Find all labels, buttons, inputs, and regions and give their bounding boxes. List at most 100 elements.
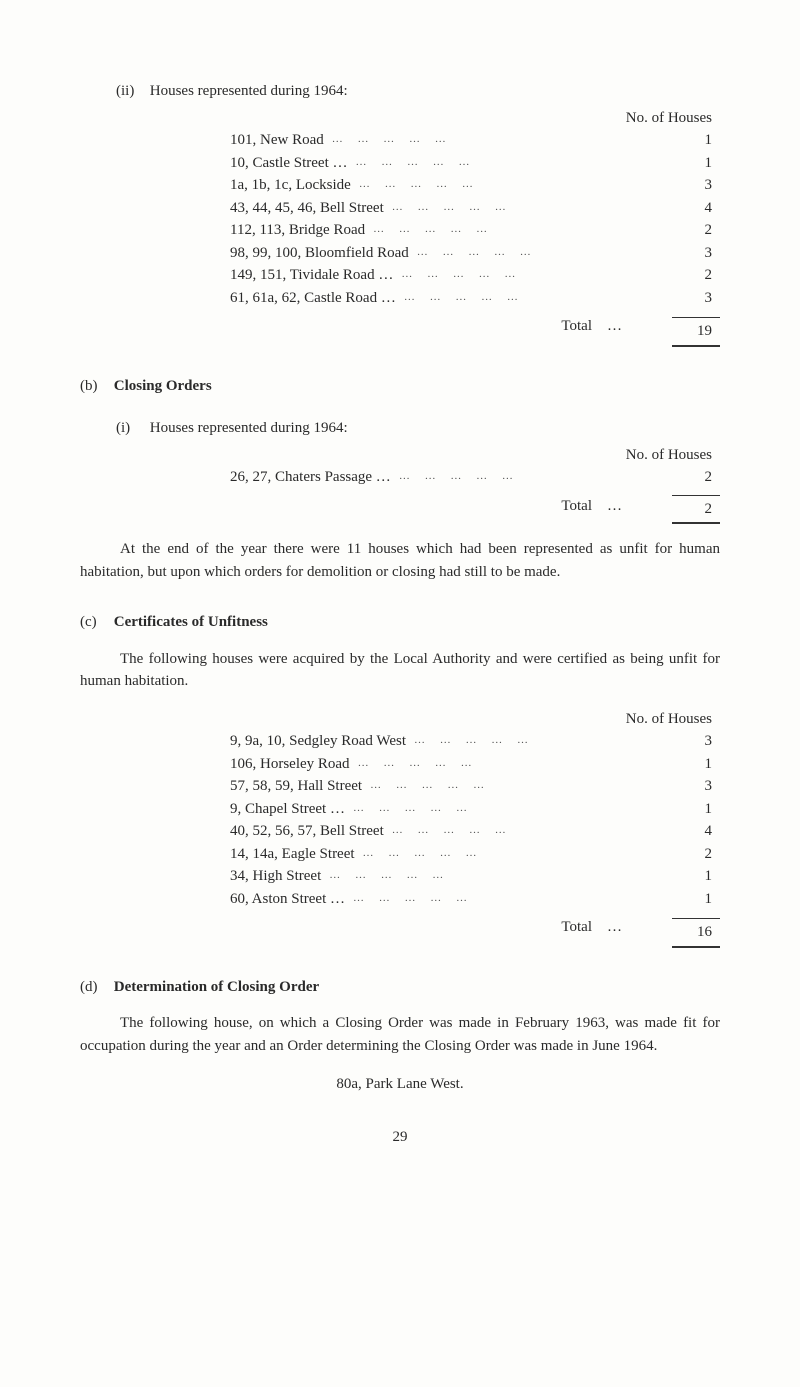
no-of-houses-header: No. of Houses: [626, 708, 720, 731]
section-d-letter: (d): [80, 976, 110, 999]
table-row: 98, 99, 100, Bloomfield Road… … … … …3: [230, 242, 720, 265]
row-value: 2: [672, 264, 720, 287]
row-label: 112, 113, Bridge Road: [230, 219, 365, 242]
table-row: 57, 58, 59, Hall Street… … … … …3: [230, 775, 720, 798]
table-row: 40, 52, 56, 57, Bell Street… … … … …4: [230, 820, 720, 843]
section-d-address: 80a, Park Lane West.: [80, 1073, 720, 1096]
row-value: 2: [672, 219, 720, 242]
row-value: 3: [672, 174, 720, 197]
dots-fill: … … … … …: [396, 289, 672, 306]
table-row: 106, Horseley Road… … … … …1: [230, 753, 720, 776]
row-value: 3: [672, 730, 720, 753]
dots-fill: … … … … …: [362, 777, 672, 794]
row-label: 34, High Street: [230, 865, 321, 888]
table-row: 9, Chapel Street …… … … … …1: [230, 798, 720, 821]
row-value: 1: [672, 798, 720, 821]
section-ii-heading: (ii) Houses represented during 1964:: [116, 80, 720, 103]
section-d-para: The following house, on which a Closing …: [80, 1012, 720, 1057]
section-b-i-title: Houses represented during 1964:: [150, 420, 348, 436]
row-value: 1: [672, 753, 720, 776]
total-label: Total …: [230, 916, 672, 948]
dots-fill: … … … … …: [345, 800, 672, 817]
dots-fill: … … … … …: [347, 154, 672, 171]
row-value: 3: [672, 775, 720, 798]
section-c: (c) Certificates of Unfitness The follow…: [80, 611, 720, 948]
dots-fill: … … … … …: [384, 199, 672, 216]
row-value: 2: [672, 466, 720, 489]
table-row: 14, 14a, Eagle Street… … … … …2: [230, 843, 720, 866]
row-value: 1: [672, 888, 720, 911]
row-label: 101, New Road: [230, 129, 324, 152]
dots-fill: … … … … …: [351, 176, 672, 193]
table-row: 26, 27, Chaters Passage …… … … … …2: [230, 466, 720, 489]
table-row: 34, High Street… … … … …1: [230, 865, 720, 888]
table-row: 101, New Road… … … … …1: [230, 129, 720, 152]
section-c-letter: (c): [80, 611, 110, 634]
section-c-total-row: Total … 16: [230, 916, 720, 948]
dots-fill: … … … … …: [321, 867, 672, 884]
row-label: 106, Horseley Road: [230, 753, 350, 776]
dots-fill: … … … … …: [365, 221, 672, 238]
dots-fill: … … … … …: [355, 845, 672, 862]
table-rows-bi: 26, 27, Chaters Passage …… … … … …2: [230, 466, 720, 489]
section-d: (d) Determination of Closing Order The f…: [80, 976, 720, 1096]
section-c-header-row: No. of Houses: [230, 708, 720, 731]
section-c-para: The following houses were acquired by th…: [80, 648, 720, 693]
section-b-i-numeral: (i): [116, 417, 146, 440]
table-row: 10, Castle Street …… … … … …1: [230, 152, 720, 175]
dots-fill: … … … … …: [391, 468, 672, 485]
table-row: 149, 151, Tividale Road …… … … … …2: [230, 264, 720, 287]
section-b: (b) Closing Orders (i) Houses represente…: [80, 375, 720, 584]
dots-fill: … … … … …: [393, 266, 672, 283]
row-label: 1a, 1b, 1c, Lockside: [230, 174, 351, 197]
page-number: 29: [80, 1126, 720, 1149]
row-value: 1: [672, 865, 720, 888]
row-value: 3: [672, 287, 720, 310]
row-value: 4: [672, 197, 720, 220]
section-b-i-total-row: Total … 2: [230, 495, 720, 525]
section-b-letter: (b): [80, 375, 110, 398]
table-rows-ii: 101, New Road… … … … …110, Castle Street…: [230, 129, 720, 309]
row-value: 2: [672, 843, 720, 866]
table-row: 61, 61a, 62, Castle Road …… … … … …3: [230, 287, 720, 310]
dots-fill: … … … … …: [409, 244, 672, 261]
total-label: Total …: [230, 495, 672, 525]
row-label: 98, 99, 100, Bloomfield Road: [230, 242, 409, 265]
row-label: 40, 52, 56, 57, Bell Street: [230, 820, 384, 843]
section-b-title: Closing Orders: [114, 378, 212, 394]
dots-fill: … … … … …: [324, 131, 672, 148]
total-value: 16: [672, 918, 720, 948]
row-label: 43, 44, 45, 46, Bell Street: [230, 197, 384, 220]
table-row: 9, 9a, 10, Sedgley Road West… … … … …3: [230, 730, 720, 753]
total-value: 19: [672, 317, 720, 347]
section-b-i-table: No. of Houses 26, 27, Chaters Passage ………: [230, 444, 720, 525]
section-ii-total-row: Total … 19: [230, 315, 720, 347]
row-label: 10, Castle Street …: [230, 152, 347, 175]
section-d-title: Determination of Closing Order: [114, 979, 319, 995]
no-of-houses-header: No. of Houses: [626, 444, 720, 467]
row-label: 14, 14a, Eagle Street: [230, 843, 355, 866]
section-b-i-heading: (i) Houses represented during 1964:: [116, 417, 720, 440]
row-value: 1: [672, 152, 720, 175]
section-ii-header-row: No. of Houses: [230, 107, 720, 130]
section-c-title: Certificates of Unfitness: [114, 614, 268, 630]
section-b-para: At the end of the year there were 11 hou…: [80, 538, 720, 583]
dots-fill: … … … … …: [350, 755, 672, 772]
dots-fill: … … … … …: [384, 822, 672, 839]
no-of-houses-header: No. of Houses: [626, 107, 720, 130]
row-value: 1: [672, 129, 720, 152]
total-value: 2: [672, 495, 720, 525]
row-label: 61, 61a, 62, Castle Road …: [230, 287, 396, 310]
section-ii-title: Houses represented during 1964:: [150, 83, 348, 99]
table-row: 1a, 1b, 1c, Lockside… … … … …3: [230, 174, 720, 197]
row-label: 9, 9a, 10, Sedgley Road West: [230, 730, 406, 753]
row-label: 26, 27, Chaters Passage …: [230, 466, 391, 489]
section-ii-table: No. of Houses 101, New Road… … … … …110,…: [230, 107, 720, 347]
table-row: 43, 44, 45, 46, Bell Street… … … … …4: [230, 197, 720, 220]
dots-fill: … … … … …: [345, 890, 672, 907]
table-row: 60, Aston Street …… … … … …1: [230, 888, 720, 911]
section-ii-numeral: (ii): [116, 80, 146, 103]
row-label: 60, Aston Street …: [230, 888, 345, 911]
total-label: Total …: [230, 315, 672, 347]
row-value: 3: [672, 242, 720, 265]
